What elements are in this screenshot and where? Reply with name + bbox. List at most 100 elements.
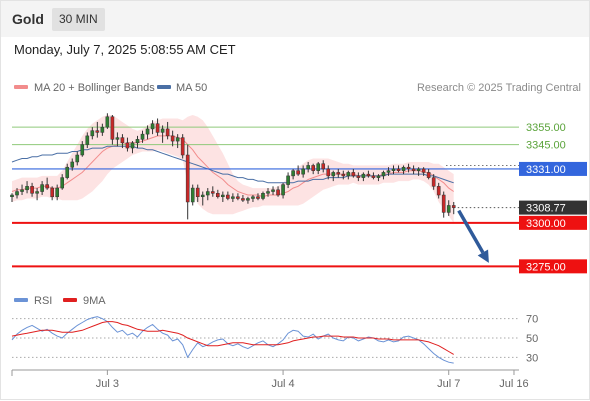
ma20-legend-label: MA 20 + Bollinger Bands xyxy=(34,82,155,94)
bearish-candle xyxy=(276,189,280,196)
bullish-candle xyxy=(281,184,285,196)
rsi-line xyxy=(11,316,454,364)
bullish-candle xyxy=(60,177,65,189)
bullish-candle xyxy=(55,187,59,198)
bearish-candle xyxy=(426,172,431,178)
copyright-label: Research © 2025 Trading Central xyxy=(417,82,581,94)
bullish-candle xyxy=(25,186,29,191)
time-axis: Jul 3 Jul 4 Jul 7 Jul 16 xyxy=(11,369,529,390)
level-labels-layer: 3355.00 3345.00 3331.00 3308.77 3300.00 3275.… xyxy=(519,122,587,274)
bullish-candle xyxy=(316,163,321,171)
ma20-legend-swatch xyxy=(14,85,28,89)
bullish-candle xyxy=(271,189,275,192)
levels-layer xyxy=(12,126,519,268)
bearish-candle xyxy=(226,194,230,199)
bullish-candle xyxy=(100,126,105,133)
bullish-candle xyxy=(135,139,140,144)
projection-arrow-head xyxy=(477,249,489,263)
bullish-candle xyxy=(115,137,120,140)
last-price-label: 3308.77 xyxy=(526,203,566,215)
bullish-candle xyxy=(70,161,75,168)
bearish-candle xyxy=(155,123,160,133)
bullish-candle xyxy=(205,191,210,196)
bullish-candle xyxy=(90,130,95,137)
rsi-legend-swatch xyxy=(14,298,28,302)
bearish-candle xyxy=(165,128,170,137)
bullish-candle xyxy=(381,172,386,177)
symbol-title: Gold xyxy=(12,11,44,27)
bearish-candle xyxy=(296,170,300,175)
bearish-candle xyxy=(210,191,215,194)
bullish-candle xyxy=(150,123,155,130)
rsi-tick-label: 50 xyxy=(526,333,538,345)
timeframe-button[interactable]: 30 MIN xyxy=(52,8,105,31)
bullish-candle xyxy=(145,128,150,135)
bullish-candle xyxy=(75,154,80,163)
bearish-candle xyxy=(216,193,220,198)
bullish-candle xyxy=(85,135,90,145)
bullish-candle xyxy=(331,172,336,177)
bullish-candle xyxy=(130,142,135,149)
bearish-candle xyxy=(125,142,130,149)
bullish-candle xyxy=(286,175,290,185)
bullish-candle xyxy=(246,198,250,201)
bearish-candle xyxy=(421,168,426,173)
bullish-candle xyxy=(175,137,180,142)
bullish-candle xyxy=(306,165,310,170)
time-tick-label: Jul 16 xyxy=(499,378,528,390)
bullish-candle xyxy=(160,128,165,133)
bullish-candle xyxy=(386,170,391,173)
pivot-label: 3331.00 xyxy=(526,164,566,176)
bullish-candle xyxy=(15,191,19,196)
rsi-ma-line xyxy=(11,321,454,355)
bearish-candle xyxy=(326,168,331,177)
bearish-candle xyxy=(241,198,245,201)
bullish-candle xyxy=(40,184,44,192)
support-label: 3300.00 xyxy=(526,218,566,230)
bullish-candle xyxy=(301,168,305,175)
bearish-candle xyxy=(336,172,341,175)
bearish-candle xyxy=(95,130,100,133)
ma50-legend-label: MA 50 xyxy=(176,82,207,94)
bearish-candle xyxy=(411,168,416,171)
bullish-candle xyxy=(416,168,421,171)
bearish-candle xyxy=(451,205,456,208)
bearish-candle xyxy=(366,173,371,177)
time-tick-label: Jul 3 xyxy=(96,378,119,390)
bearish-candle xyxy=(431,177,436,187)
bearish-candle xyxy=(311,165,315,171)
bearish-candle xyxy=(351,172,356,177)
ma50-legend-swatch xyxy=(157,85,171,89)
bearish-candle xyxy=(236,196,240,199)
bullish-candle xyxy=(251,196,255,199)
bearish-candle xyxy=(441,194,446,213)
support-label: 3275.00 xyxy=(526,261,566,273)
bullish-candle xyxy=(140,133,145,140)
bullish-candle xyxy=(391,168,396,171)
bearish-candle xyxy=(436,186,441,196)
bullish-candle xyxy=(401,166,406,171)
bearish-candle xyxy=(45,184,49,189)
support-label-box xyxy=(519,215,587,230)
bearish-candle xyxy=(371,175,376,178)
bullish-candle xyxy=(190,187,195,203)
bearish-candle xyxy=(170,135,175,142)
candles-layer xyxy=(10,113,456,220)
datetime-label: Monday, July 7, 2025 5:08:55 AM CET xyxy=(14,42,236,57)
bullish-candle xyxy=(105,116,110,128)
bullish-candle xyxy=(221,194,225,198)
bullish-candle xyxy=(10,194,14,198)
bearish-candle xyxy=(356,175,361,178)
bearish-candle xyxy=(256,196,260,199)
resistance-label: 3345.00 xyxy=(526,140,566,152)
bearish-candle xyxy=(321,163,326,170)
time-tick-label: Jul 4 xyxy=(271,378,294,390)
bearish-candle xyxy=(195,187,200,198)
bullish-candle xyxy=(35,191,39,194)
bearish-candle xyxy=(30,186,34,194)
rsi-layer: 70 50 30 xyxy=(11,314,538,364)
bullish-candle xyxy=(231,196,235,199)
bearish-candle xyxy=(110,116,115,140)
